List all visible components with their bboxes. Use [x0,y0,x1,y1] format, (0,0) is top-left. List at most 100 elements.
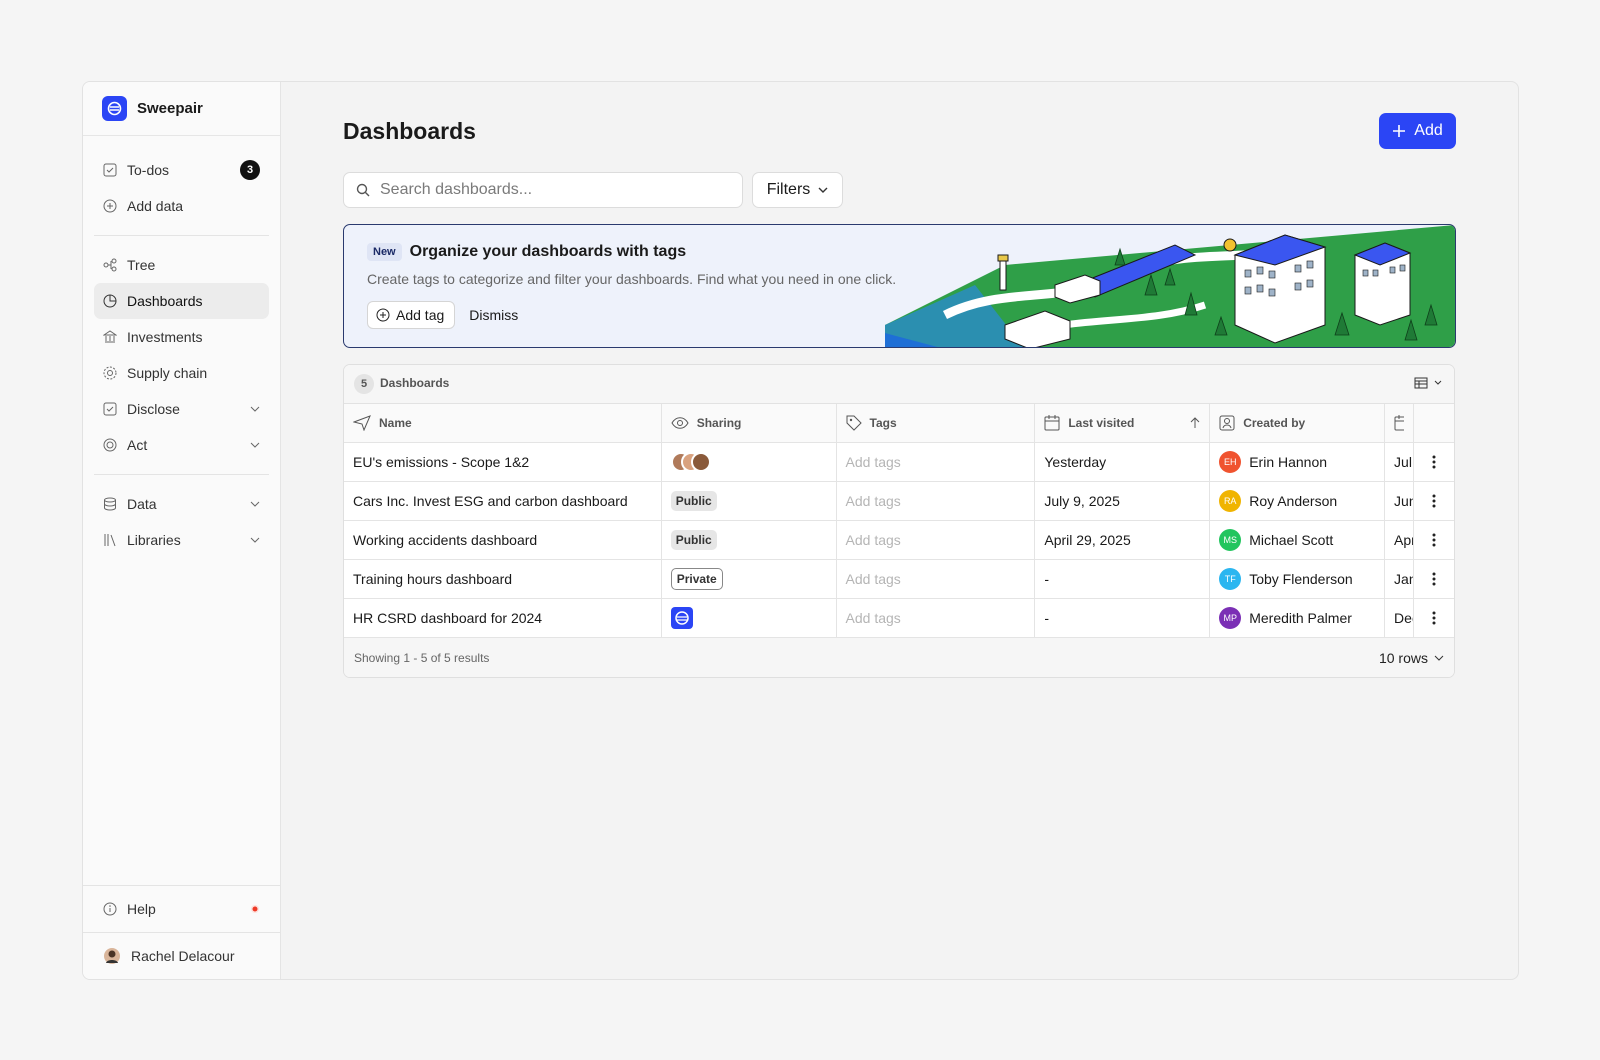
table-row[interactable]: Training hours dashboard Private Add tags -… [344,560,1454,599]
dashboard-name[interactable]: Working accidents dashboard [353,532,538,548]
nav-item[interactable]: Libraries [94,522,269,558]
cell-created-by: EH Erin Hannon [1210,443,1386,481]
cell-tags[interactable]: Add tags [837,521,1036,559]
separator [94,474,269,475]
nav-item[interactable]: To-dos 3 [94,152,269,188]
add-tags[interactable]: Add tags [845,610,901,626]
sharing-badge: Private [670,568,723,590]
table-row[interactable]: Working accidents dashboard Public Add tag… [344,521,1454,560]
banner-title: Organize your dashboards with tags [409,243,687,260]
nav-item[interactable]: Data [94,486,269,522]
menu-icon [1432,533,1436,547]
nav-item[interactable]: Supply chain [94,355,269,391]
results-summary: Showing 1 - 5 of 5 results [354,650,490,665]
filters-button[interactable]: Filters [752,172,843,208]
cell-name: Cars Inc. Invest ESG and carbon dashboar… [344,482,662,520]
row-menu[interactable] [1414,560,1454,598]
row-menu[interactable] [1414,482,1454,520]
cell-created: Jul [1385,443,1415,481]
table-label: Dashboards [380,376,450,390]
row-menu[interactable] [1414,443,1454,481]
add-tags[interactable]: Add tags [845,532,901,548]
nav-label: Investments [127,329,203,345]
cell-tags[interactable]: Add tags [837,599,1036,637]
dashboards-table: 5 Dashboards Name Sharing Tags Last visit… [343,364,1455,678]
dashboard-name[interactable]: HR CSRD dashboard for 2024 [353,610,543,626]
cell-sharing: Public [662,521,837,559]
cell-created: Dec [1385,599,1415,637]
cell-created: Jan [1385,560,1415,598]
cell-created: Jun [1385,482,1415,520]
cell-name: EU's emissions - Scope 1&2 [344,443,662,481]
cell-created-by: RA Roy Anderson [1210,482,1386,520]
brand[interactable]: Sweepair [83,82,280,136]
last-visited: April 29, 2025 [1044,532,1131,548]
column-label: Created by [1243,416,1306,430]
last-visited: - [1044,610,1050,626]
main-content: Dashboards Add Search dashboards... Filt… [281,82,1518,979]
nav-label: Act [127,437,148,453]
shared-avatars [670,452,711,472]
nav-item[interactable]: Investments [94,319,269,355]
table-row[interactable]: EU's emissions - Scope 1&2 Add tags Yester… [344,443,1454,482]
cell-tags[interactable]: Add tags [837,482,1036,520]
cell-created-by: MP Meredith Palmer [1210,599,1386,637]
column-header[interactable]: Last visited [1035,404,1211,442]
add-button[interactable]: Add [1379,113,1456,149]
separator [94,235,269,236]
row-menu[interactable] [1414,521,1454,559]
rows-per-page-label: 10 rows [1378,649,1428,666]
add-tags[interactable]: Add tags [845,454,901,470]
cell-sharing: Private [662,560,837,598]
column-label: Sharing [696,416,742,430]
dismiss-button[interactable]: Dismiss [469,307,519,323]
search-input[interactable]: Search dashboards... [343,172,743,208]
cell-tags[interactable]: Add tags [837,443,1036,481]
column-header[interactable] [1385,404,1415,442]
view-toggle[interactable] [1414,377,1444,392]
add-tags[interactable]: Add tags [845,571,901,587]
tags-banner: New Organize your dashboards with tags Cr… [343,224,1456,348]
table-row[interactable]: HR CSRD dashboard for 2024 Add tags - MP Mer… [344,599,1454,638]
nav-item[interactable]: Tree [94,247,269,283]
creator-avatar: MP [1219,607,1242,629]
cell-last-visited: - [1035,599,1211,637]
column-header[interactable]: Tags [836,404,1036,442]
cell-tags[interactable]: Add tags [837,560,1036,598]
created-date: Jan [1394,571,1413,587]
add-tag-button[interactable]: Add tag [367,301,456,329]
menu-icon [1432,455,1436,469]
cell-last-visited: Yesterday [1035,443,1211,481]
dashboard-name[interactable]: Cars Inc. Invest ESG and carbon dashboar… [353,493,628,509]
dashboard-name[interactable]: Training hours dashboard [353,571,513,587]
column-header[interactable]: Created by [1210,404,1386,442]
column-header[interactable]: Sharing [661,404,837,442]
created-date: Jun [1394,493,1413,509]
cell-name: Training hours dashboard [344,560,662,598]
nav-item[interactable]: Act [94,427,269,463]
table-toolbar: 5 Dashboards [344,365,1454,404]
cell-created-by: TF Toby Flenderson [1210,560,1386,598]
help-item[interactable]: Help [83,885,280,932]
row-menu[interactable] [1414,599,1454,637]
dashboard-name[interactable]: EU's emissions - Scope 1&2 [353,454,530,470]
table-row[interactable]: Cars Inc. Invest ESG and carbon dashboar… [344,482,1454,521]
nav-item-active[interactable]: Dashboards [94,283,269,319]
created-date: Dec [1394,610,1413,626]
add-tags[interactable]: Add tags [845,493,901,509]
user-item[interactable]: Rachel Delacour [83,932,280,979]
user-name: Rachel Delacour [131,948,235,964]
column-header [1414,404,1454,442]
sidebar: Sweepair To-dos 3 Add data Tree Dashboard… [83,82,281,979]
nav-item[interactable]: Disclose [94,391,269,427]
nav-label: Data [127,496,157,512]
table-footer: Showing 1 - 5 of 5 results 10 rows [344,638,1454,677]
created-date: Apr [1394,532,1415,548]
last-visited: - [1044,571,1050,587]
cell-created-by: MS Michael Scott [1210,521,1386,559]
column-label: Name [379,416,412,430]
column-header[interactable]: Name [344,404,662,442]
nav-item[interactable]: Add data [94,188,269,224]
rows-per-page[interactable]: 10 rows [1379,650,1444,666]
